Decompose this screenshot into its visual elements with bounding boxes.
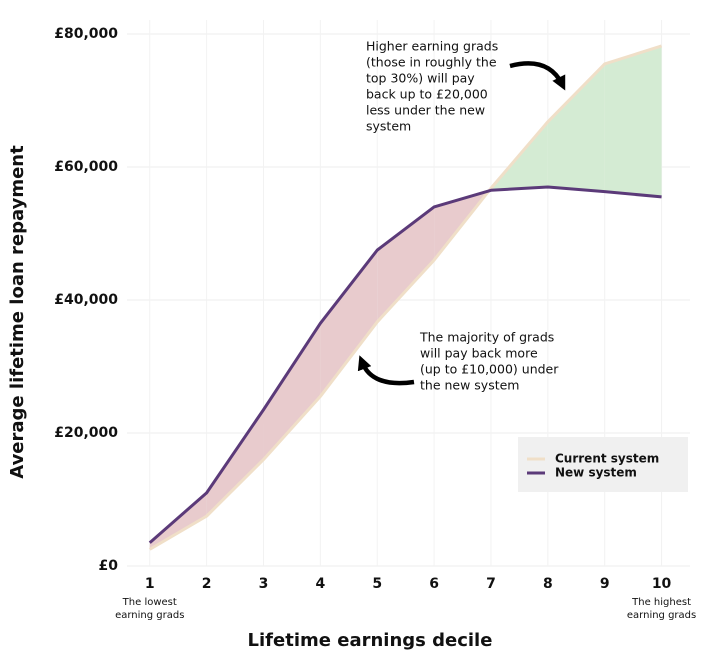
annotation: less under the new — [366, 103, 485, 118]
x-axis-title: Lifetime earnings decile — [248, 630, 493, 651]
line-series — [148, 44, 663, 551]
y-tick-label: £0 — [99, 558, 119, 574]
gap-area — [547, 63, 605, 192]
annotation: (up to £10,000) under — [420, 362, 559, 377]
x-end-label: earning grads — [115, 610, 184, 621]
x-tick-label: 3 — [259, 576, 269, 592]
annotation: back up to £20,000 — [366, 87, 488, 102]
gap-area — [206, 409, 264, 517]
gap-area — [320, 250, 378, 397]
x-tick-label: 7 — [486, 576, 496, 592]
x-tick-label: 8 — [543, 576, 553, 592]
x-tick-label: 5 — [372, 576, 382, 592]
line-series — [148, 185, 662, 544]
annotation: (those in roughly the — [366, 55, 497, 70]
y-tick-label: £60,000 — [54, 159, 118, 175]
x-tick-label: 10 — [652, 576, 672, 592]
x-tick-label: 9 — [600, 576, 610, 592]
gap-area — [377, 206, 435, 322]
annotation: will pay back more — [420, 346, 538, 361]
y-tick-label: £20,000 — [54, 425, 118, 441]
y-axis-title: Average lifetime loan repayment — [7, 145, 28, 479]
x-tick-label: 4 — [315, 576, 325, 592]
arrow — [509, 61, 566, 91]
annotation: system — [366, 119, 411, 134]
gap-area — [604, 45, 662, 197]
gap-area — [263, 323, 321, 460]
x-tick-label: 1 — [145, 576, 155, 592]
x-end-label: The highest — [631, 597, 691, 608]
annotation: The majority of grads — [419, 330, 554, 345]
legend-box — [518, 437, 688, 492]
y-tick-label: £80,000 — [54, 26, 118, 42]
legend-label: New system — [555, 466, 637, 480]
legend-label: Current system — [555, 452, 659, 466]
annotation: top 30%) will pay — [366, 71, 475, 86]
x-end-label: earning grads — [627, 610, 696, 621]
annotation: Higher earning grads — [366, 39, 498, 54]
x-tick-label: 2 — [202, 576, 212, 592]
x-end-label: The lowest — [122, 597, 177, 608]
annotation: the new system — [420, 378, 520, 393]
arrow — [357, 355, 415, 386]
x-tick-label: 6 — [429, 576, 439, 592]
y-tick-label: £40,000 — [54, 292, 118, 308]
